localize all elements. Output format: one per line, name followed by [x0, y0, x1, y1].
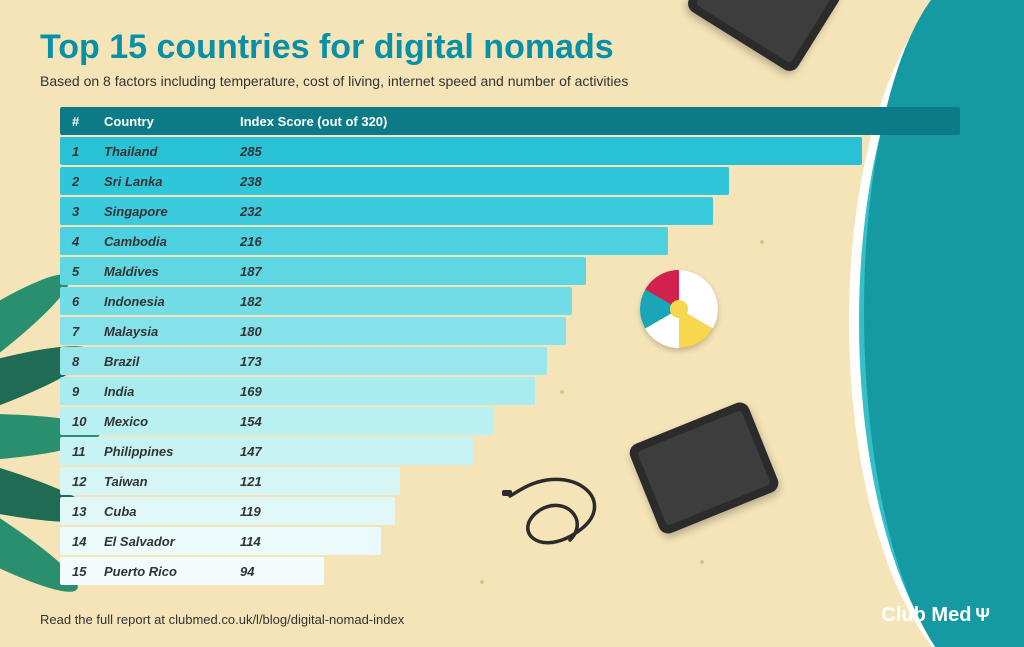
chart-row: 9India169 — [60, 377, 984, 405]
content-area: Top 15 countries for digital nomads Base… — [0, 0, 1024, 585]
chart-row: 4Cambodia216 — [60, 227, 984, 255]
chart-row: 1Thailand285 — [60, 137, 984, 165]
chart-row: 13Cuba119 — [60, 497, 984, 525]
row-score: 169 — [240, 384, 262, 399]
row-rank: 10 — [60, 414, 104, 429]
chart-header-row: # Country Index Score (out of 320) — [60, 107, 984, 135]
row-rank: 7 — [60, 324, 104, 339]
header-rank: # — [60, 114, 104, 129]
row-score: 173 — [240, 354, 262, 369]
chart-row: 11Philippines147 — [60, 437, 984, 465]
chart-row: 7Malaysia180 — [60, 317, 984, 345]
row-score: 216 — [240, 234, 262, 249]
row-country: Cuba — [104, 504, 240, 519]
row-score: 94 — [240, 564, 254, 579]
row-country: Puerto Rico — [104, 564, 240, 579]
row-score: 232 — [240, 204, 262, 219]
row-country: El Salvador — [104, 534, 240, 549]
row-score: 182 — [240, 294, 262, 309]
row-country: Indonesia — [104, 294, 240, 309]
row-rank: 8 — [60, 354, 104, 369]
row-score: 187 — [240, 264, 262, 279]
chart-row: 6Indonesia182 — [60, 287, 984, 315]
row-country: India — [104, 384, 240, 399]
trident-icon: Ψ — [975, 605, 990, 626]
header-score: Index Score (out of 320) — [240, 114, 387, 129]
chart-row: 14El Salvador114 — [60, 527, 984, 555]
row-score: 121 — [240, 474, 262, 489]
row-country: Philippines — [104, 444, 240, 459]
row-country: Brazil — [104, 354, 240, 369]
logo-text: Club Med — [881, 604, 971, 627]
row-rank: 9 — [60, 384, 104, 399]
row-score: 147 — [240, 444, 262, 459]
row-score: 238 — [240, 174, 262, 189]
row-rank: 5 — [60, 264, 104, 279]
clubmed-logo: Club Med Ψ — [881, 604, 990, 627]
row-country: Thailand — [104, 144, 240, 159]
row-country: Taiwan — [104, 474, 240, 489]
row-country: Sri Lanka — [104, 174, 240, 189]
chart-row: 3Singapore232 — [60, 197, 984, 225]
chart-row: 10Mexico154 — [60, 407, 984, 435]
row-score: 285 — [240, 144, 262, 159]
row-rank: 3 — [60, 204, 104, 219]
row-country: Cambodia — [104, 234, 240, 249]
row-country: Malaysia — [104, 324, 240, 339]
row-score: 180 — [240, 324, 262, 339]
row-rank: 11 — [60, 444, 104, 459]
row-score: 119 — [240, 504, 261, 519]
row-country: Maldives — [104, 264, 240, 279]
row-country: Mexico — [104, 414, 240, 429]
footer-text: Read the full report at clubmed.co.uk/l/… — [40, 612, 404, 627]
row-rank: 14 — [60, 534, 104, 549]
row-rank: 2 — [60, 174, 104, 189]
chart-row: 8Brazil173 — [60, 347, 984, 375]
row-rank: 6 — [60, 294, 104, 309]
bar-chart: # Country Index Score (out of 320) 1Thai… — [60, 107, 984, 585]
row-country: Singapore — [104, 204, 240, 219]
chart-row: 12Taiwan121 — [60, 467, 984, 495]
infographic-canvas: Top 15 countries for digital nomads Base… — [0, 0, 1024, 647]
header-country: Country — [104, 114, 240, 129]
chart-row: 15Puerto Rico94 — [60, 557, 984, 585]
row-rank: 15 — [60, 564, 104, 579]
row-rank: 13 — [60, 504, 104, 519]
row-rank: 4 — [60, 234, 104, 249]
row-rank: 1 — [60, 144, 104, 159]
row-score: 154 — [240, 414, 262, 429]
chart-row: 2Sri Lanka238 — [60, 167, 984, 195]
subtitle: Based on 8 factors including temperature… — [40, 73, 984, 89]
row-score: 114 — [240, 534, 261, 549]
row-rank: 12 — [60, 474, 104, 489]
chart-row: 5Maldives187 — [60, 257, 984, 285]
page-title: Top 15 countries for digital nomads — [40, 28, 984, 67]
